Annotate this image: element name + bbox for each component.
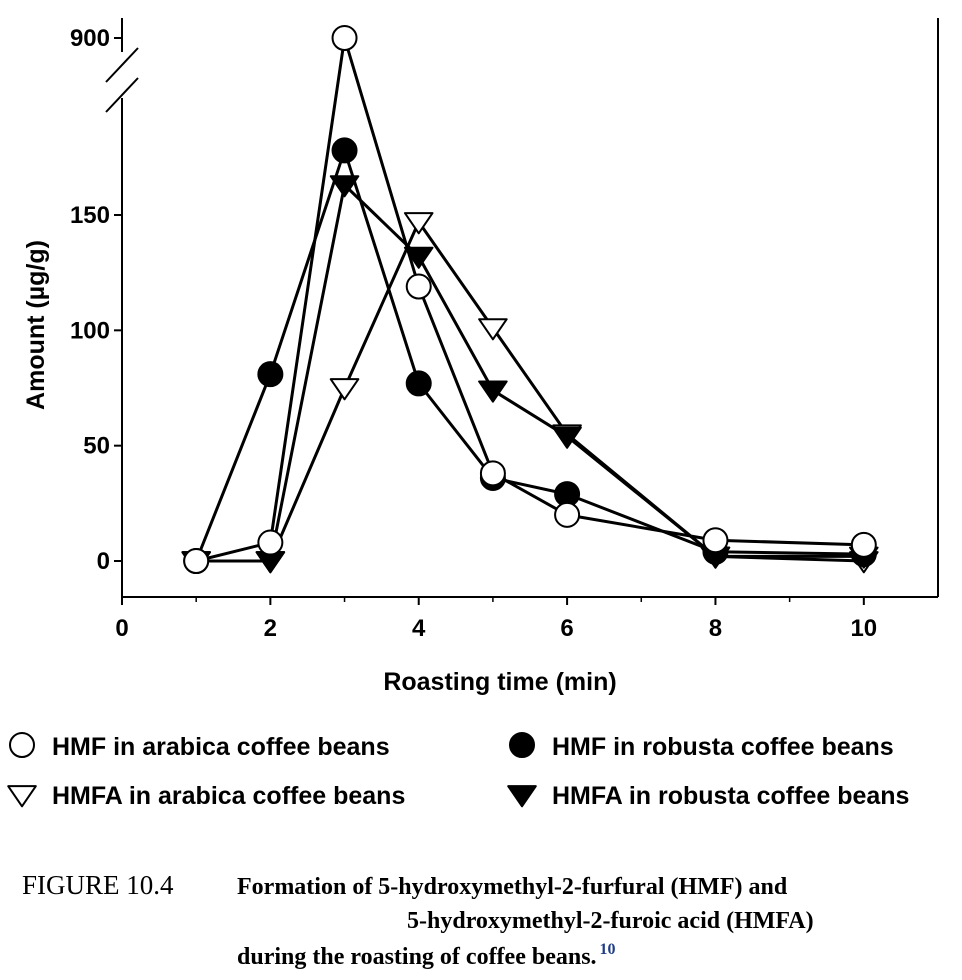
- point-s0-x3: [331, 25, 358, 51]
- legend-marker-0: [9, 732, 35, 758]
- point-s1-x3: [331, 137, 358, 164]
- point-s3-x4: [403, 246, 434, 269]
- series-line-2: [196, 220, 864, 563]
- point-s0-x1: [183, 548, 210, 574]
- x-tick-label-6: 6: [560, 615, 573, 642]
- series-line-1: [194, 148, 864, 562]
- legend-label-0: HMF in arabica coffee beans: [52, 733, 390, 761]
- legend-marker-1: [509, 732, 535, 758]
- point-s0-x5: [479, 460, 506, 487]
- point-s0-x8: [702, 527, 729, 554]
- caption-reference: 10: [600, 941, 616, 958]
- caption-line-1: Formation of 5-hydroxymethyl-2-furfural …: [237, 874, 788, 900]
- point-s3-x3: [329, 175, 360, 198]
- x-tick-label-8: 8: [709, 615, 722, 642]
- y-tick-label-0: 0: [97, 548, 110, 575]
- caption-line-3-text: during the roasting of coffee beans.: [237, 944, 597, 970]
- legend-label-2: HMFA in arabica coffee beans: [52, 782, 405, 810]
- point-s0-x2: [257, 529, 284, 556]
- legend-marker-2: [7, 785, 37, 808]
- point-s3-x6: [552, 426, 582, 449]
- legend-label-1: HMF in robusta coffee beans: [552, 733, 894, 761]
- legend-label-3: HMFA in robusta coffee beans: [552, 782, 909, 810]
- x-tick-label-2: 2: [264, 615, 277, 642]
- y-tick-label-150: 150: [70, 202, 110, 229]
- caption-line-2: 5-hydroxymethyl-2-furoic acid (HMFA): [407, 908, 814, 934]
- legend: HMF in arabica coffee beans HMF in robust…: [7, 732, 909, 810]
- point-s0-x10: [850, 531, 877, 558]
- axis-break-mark-lower: [105, 77, 139, 113]
- point-s2-x3: [329, 378, 360, 401]
- y-axis: 0 50 100 150 900: [70, 25, 122, 575]
- axis-break: [105, 47, 139, 113]
- y-axis-title: Amount (µg/g): [22, 240, 50, 410]
- series-lines: [194, 36, 864, 563]
- caption-label: FIGURE 10.4: [22, 870, 174, 900]
- point-s3-x5: [478, 380, 508, 403]
- y-tick-label-100: 100: [70, 317, 110, 344]
- x-axis-title: Roasting time (min): [383, 668, 616, 696]
- axis-break-mark-upper: [105, 47, 139, 83]
- point-s1-x4: [405, 370, 432, 397]
- point-s0-x6: [554, 501, 581, 528]
- x-tick-label-4: 4: [412, 615, 426, 642]
- point-s0-x4: [405, 273, 432, 300]
- series-markers: [181, 25, 879, 574]
- x-axis: 0 2 4 6 8 10: [115, 597, 877, 642]
- caption-line-3: during the roasting of coffee beans. 10: [237, 941, 616, 970]
- point-s1-x2: [257, 361, 284, 388]
- legend-marker-3: [507, 785, 537, 808]
- x-tick-label-0: 0: [115, 615, 128, 642]
- y-tick-label-50: 50: [83, 433, 110, 460]
- point-s2-x5: [478, 318, 508, 341]
- figure-caption: FIGURE 10.4 Formation of 5-hydroxymethyl…: [22, 870, 814, 970]
- x-tick-label-10: 10: [850, 615, 877, 642]
- plot-frame: [121, 18, 939, 598]
- point-s2-x4: [403, 212, 434, 235]
- series-line-3: [196, 183, 864, 563]
- y-tick-label-900: 900: [70, 25, 110, 52]
